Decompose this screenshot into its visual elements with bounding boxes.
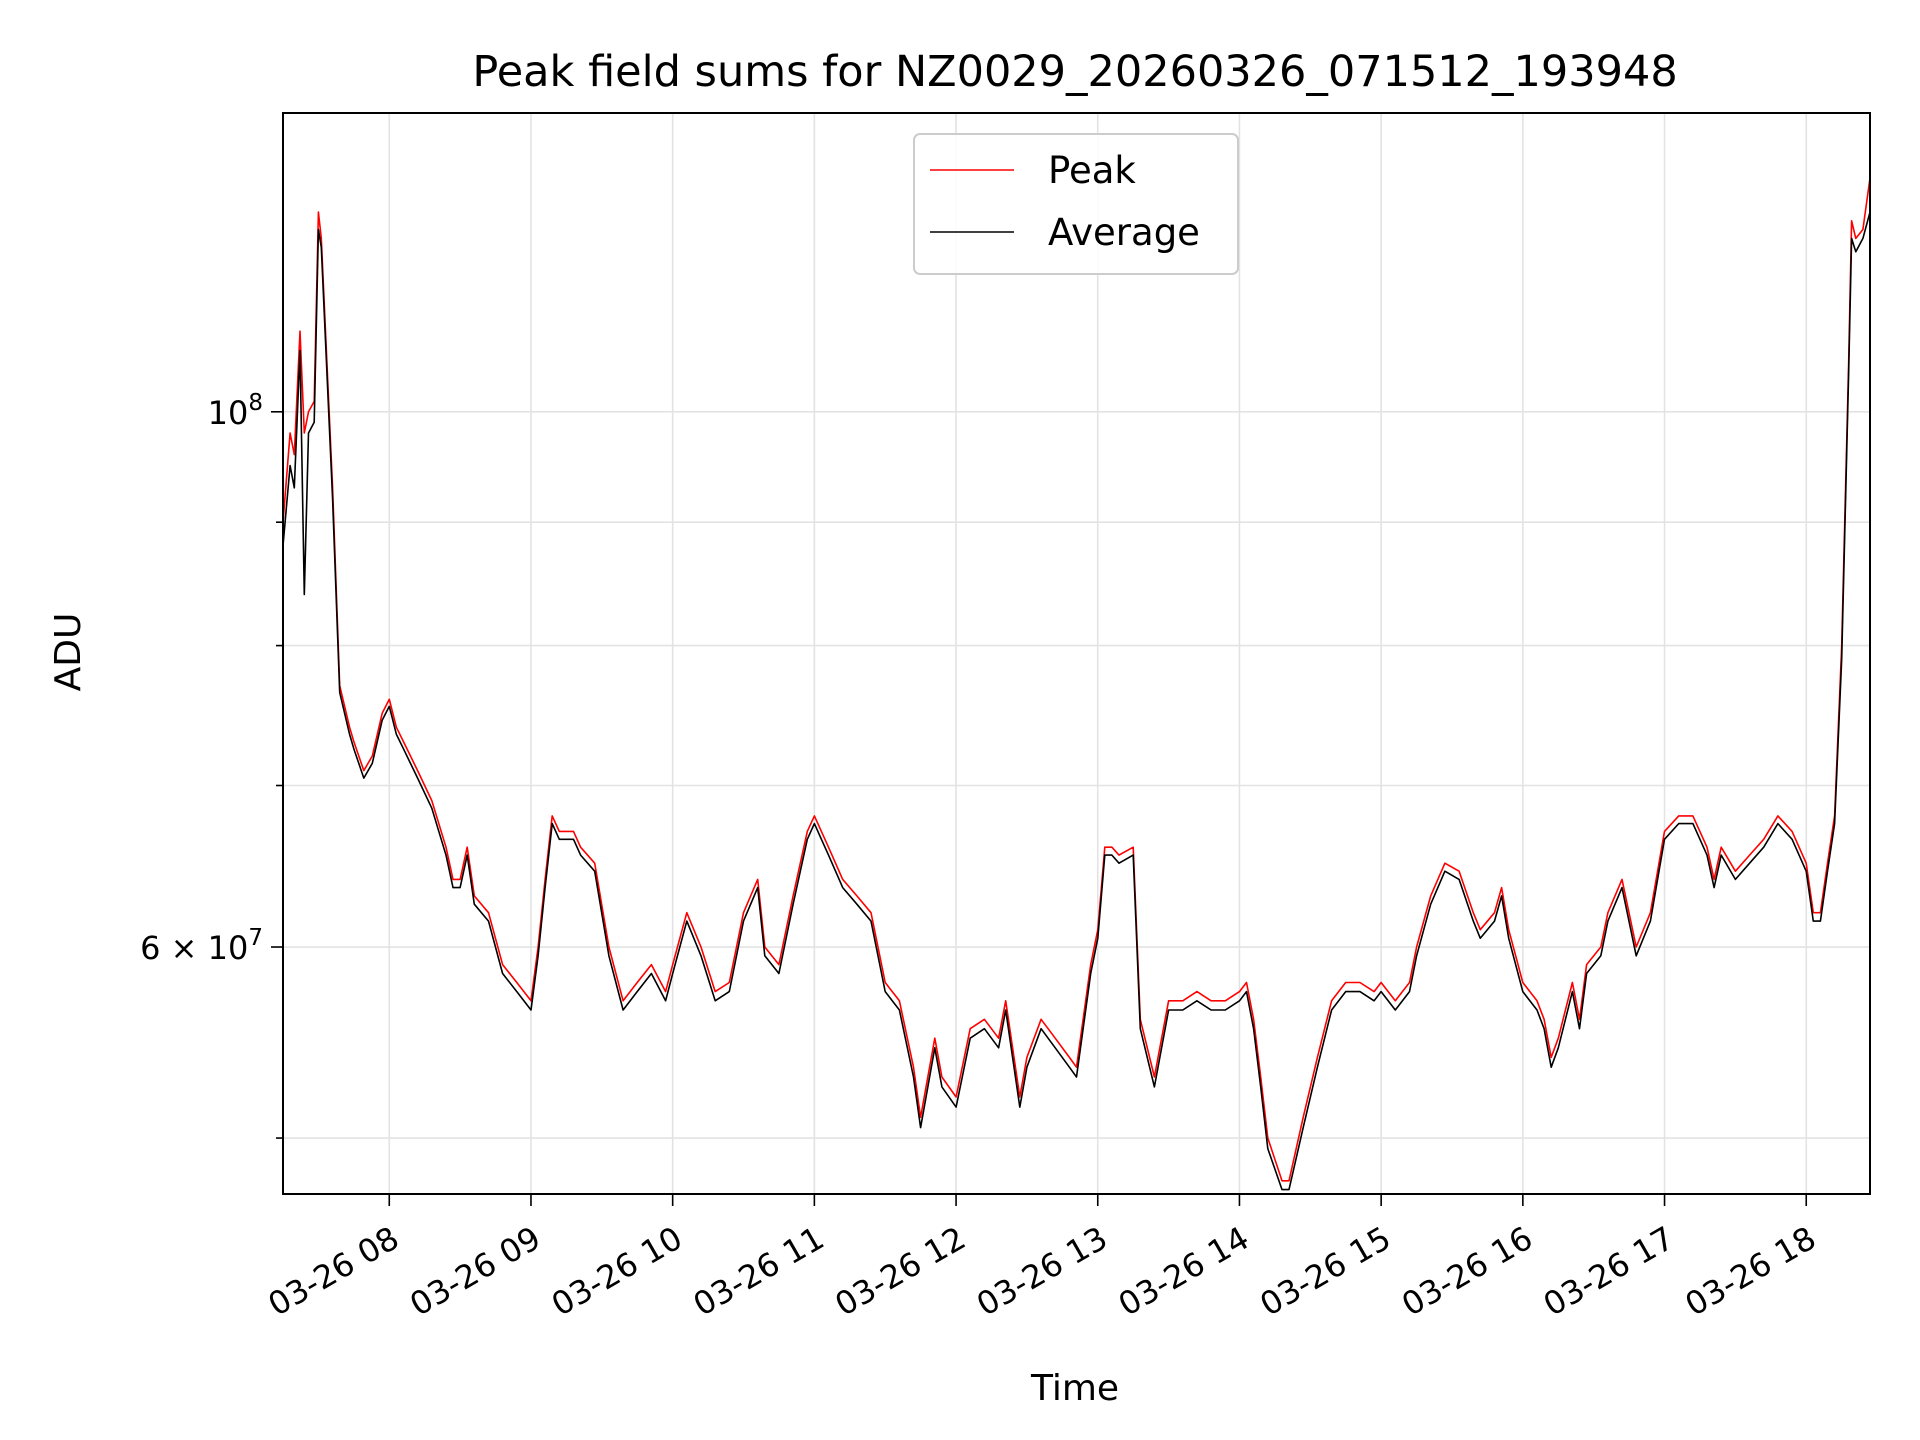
plot-frame: [282, 112, 1871, 1195]
chart-title: Peak field sums for NZ0029_20260326_0715…: [472, 47, 1677, 97]
series-layer: [282, 177, 1871, 1191]
x-axis-label: Time: [1030, 1368, 1119, 1409]
legend-label-average: Average: [1048, 211, 1200, 254]
y-tick-exponent: 7: [248, 925, 263, 951]
legend-box: [913, 133, 1239, 275]
legend-label-peak: Peak: [1048, 149, 1136, 192]
series-line-peak: [282, 177, 1871, 1182]
y-tick-multiplier: 6 ×: [140, 929, 208, 967]
legend: Peak Average: [913, 133, 1239, 275]
series-line-average: [282, 211, 1871, 1191]
y-axis-label: ADU: [48, 613, 89, 692]
y-tick-base: 10: [208, 394, 249, 432]
y-tick-exponent: 8: [248, 390, 263, 416]
y-tick-label: 6 × 107: [140, 925, 263, 967]
y-tick-base: 10: [208, 929, 249, 967]
y-tick-label: 108: [208, 390, 263, 432]
grid: [283, 113, 1870, 1194]
